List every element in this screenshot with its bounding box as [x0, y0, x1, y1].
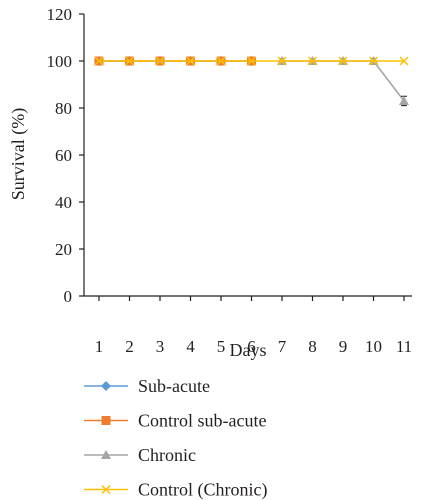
legend-label: Control sub-acute — [138, 411, 266, 431]
data-point — [94, 56, 104, 66]
legend-label: Control (Chronic) — [138, 480, 267, 500]
x-ticks: 1 2 3 4 5 6 7 8 9 10 11 — [95, 296, 412, 356]
x-marker-stroke — [185, 56, 196, 66]
x-tick-label: 8 — [308, 337, 317, 356]
y-tick-label: 0 — [64, 287, 73, 306]
y-tick-label: 40 — [55, 193, 72, 212]
y-tick-label: 120 — [47, 5, 73, 24]
data-point — [399, 95, 409, 105]
data-point — [216, 56, 226, 66]
x-tick-label: 4 — [186, 337, 195, 356]
x-marker-stroke — [124, 56, 135, 66]
y-tick-label: 60 — [55, 146, 72, 165]
x-tick-label: 3 — [156, 337, 165, 356]
series-line — [282, 60, 405, 102]
legend-marker — [101, 450, 111, 459]
legend: Sub-acute Control sub-acute Chronic Control… — [84, 376, 267, 500]
legend-item: Chronic — [84, 445, 196, 465]
x-tick-label: 7 — [278, 337, 287, 356]
x-tick-label: 2 — [125, 337, 134, 356]
data-point — [307, 56, 318, 66]
x-marker-stroke — [94, 56, 104, 66]
x-tick-label: 6 — [247, 337, 256, 356]
legend-marker — [101, 416, 111, 425]
legend-label: Chronic — [138, 445, 196, 465]
y-tick-label: 100 — [47, 52, 73, 71]
legend-item: Sub-acute — [84, 376, 210, 396]
x-marker-stroke — [307, 56, 318, 66]
data-point — [246, 56, 257, 66]
x-axis-label: Days — [230, 340, 267, 360]
legend-marker — [101, 484, 111, 495]
x-marker-stroke — [216, 56, 226, 66]
data-point — [368, 56, 379, 66]
data-point — [124, 56, 135, 66]
x-tick-label: 10 — [365, 337, 382, 356]
x-marker-stroke — [101, 484, 111, 495]
x-tick-label: 11 — [396, 337, 412, 356]
x-marker-stroke — [246, 56, 257, 66]
axes — [83, 14, 412, 297]
legend-item: Control (Chronic) — [84, 480, 267, 500]
data-point — [277, 56, 287, 66]
y-ticks: 0 20 40 60 80 100 120 — [47, 5, 84, 306]
data-point — [185, 56, 196, 66]
legend-marker — [101, 381, 111, 391]
x-marker-stroke — [338, 56, 348, 66]
data-point — [155, 56, 165, 66]
y-tick-label: 20 — [55, 240, 72, 259]
series-control-chronic — [94, 56, 409, 66]
x-tick-label: 5 — [217, 337, 226, 356]
series-group — [94, 56, 409, 107]
x-marker-stroke — [277, 56, 287, 66]
x-marker-stroke — [155, 56, 165, 66]
x-tick-label: 9 — [339, 337, 348, 356]
y-tick-label: 80 — [55, 99, 72, 118]
y-axis-label: Survival (%) — [8, 108, 29, 200]
legend-item: Control sub-acute — [84, 411, 266, 431]
data-point — [338, 56, 348, 66]
x-marker-stroke — [368, 56, 379, 66]
legend-label: Sub-acute — [138, 376, 210, 396]
x-marker-stroke — [399, 56, 409, 66]
data-point — [399, 56, 409, 66]
series-chronic — [277, 56, 409, 107]
x-tick-label: 1 — [95, 337, 104, 356]
